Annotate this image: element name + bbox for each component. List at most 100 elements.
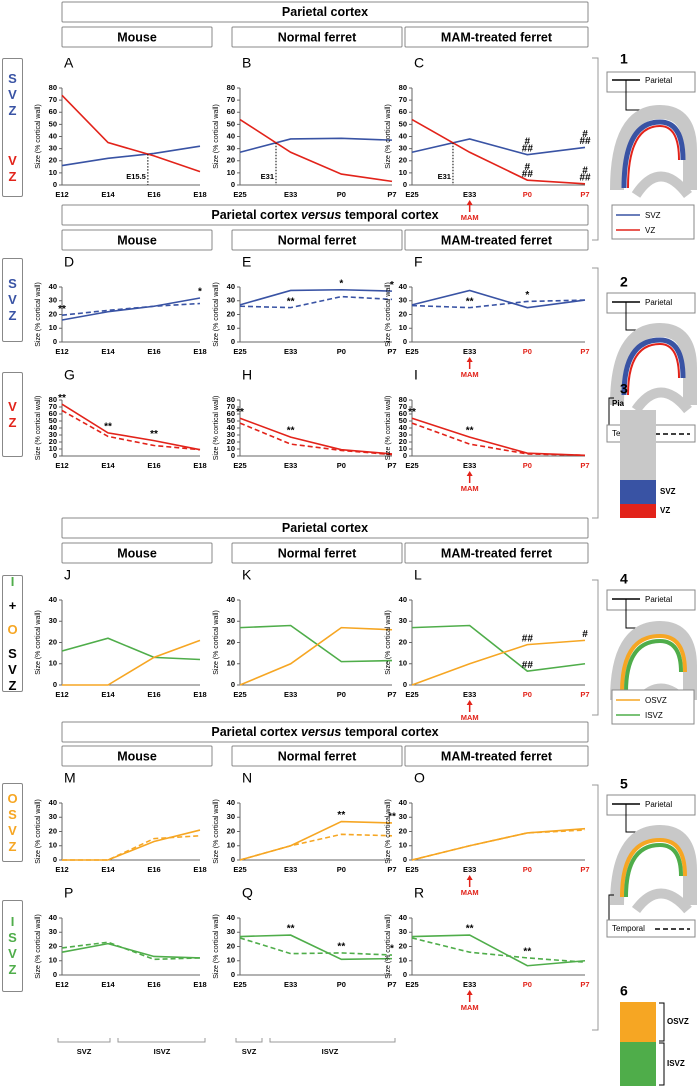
annotation: ## [522, 169, 534, 180]
x-tick-label: E16 [147, 190, 160, 199]
diagram-label: SVZ [660, 487, 676, 496]
side-label: SVZ [2, 258, 23, 342]
side-label-part: + [5, 597, 20, 614]
annotation: ## [522, 633, 534, 644]
y-tick-label: 50 [49, 416, 57, 425]
x-tick-label: E25 [405, 865, 418, 874]
series-line [411, 934, 586, 967]
y-tick-label: 20 [49, 437, 57, 446]
x-tick-label: E12 [55, 347, 68, 356]
series-line [411, 138, 586, 156]
bracket [57, 1038, 111, 1043]
x-tick-label: E25 [233, 980, 246, 989]
brain [610, 104, 697, 191]
y-tick-label: 10 [49, 168, 57, 177]
x-tick-label: E25 [233, 347, 246, 356]
diagram-1: 1 Parietal SVZ VZ [606, 51, 697, 240]
y-tick-label: 40 [399, 282, 407, 291]
series-line [239, 295, 393, 309]
x-tick-label: E16 [147, 980, 160, 989]
brain [631, 171, 692, 199]
panel-letter: A [64, 55, 74, 71]
annotation: E15.5 [126, 172, 146, 181]
x-tick-label: E33 [463, 347, 476, 356]
series-line [239, 934, 393, 961]
panel-letter: J [64, 567, 71, 583]
series-line [239, 417, 393, 455]
series-line [411, 829, 586, 861]
column-box [404, 229, 589, 251]
series-line [61, 297, 201, 321]
group-label: ISVZ [154, 1047, 171, 1056]
series-line [62, 829, 201, 861]
column-box [231, 745, 403, 767]
svz-layer [621, 337, 686, 396]
svz-layer [621, 119, 686, 189]
x-tick-label: E14 [101, 347, 115, 356]
column-title: Mouse [117, 233, 157, 247]
y-tick-label: 20 [399, 437, 407, 446]
x-tick-label: P0 [523, 690, 532, 699]
y-tick-label: 40 [227, 595, 235, 604]
column-title: MAM-treated ferret [441, 749, 553, 763]
y-tick-label: 40 [399, 595, 407, 604]
diagram-number: 3 [620, 381, 628, 397]
annotation: ## [579, 136, 591, 147]
brain [610, 824, 697, 906]
x-tick-label: E25 [405, 347, 418, 356]
section-title: Parietal cortex versus temporal cortex [211, 208, 438, 222]
diagram-number: 2 [620, 274, 628, 290]
panel-letter: D [64, 254, 74, 270]
x-tick-label: E33 [284, 865, 297, 874]
y-tick-label: 30 [227, 927, 235, 936]
series-line [61, 637, 201, 661]
y-axis-label: Size (% cortical wall) [213, 282, 220, 347]
y-axis-label: Size (% cortical wall) [385, 610, 392, 675]
y-tick-label: 40 [49, 913, 57, 922]
series-line [62, 639, 201, 686]
x-tick-label: E18 [193, 190, 206, 199]
diagram-label: ISVZ [667, 1059, 685, 1068]
y-tick-label: 30 [49, 430, 57, 439]
series-line [411, 639, 586, 686]
title-part: Parietal cortex [282, 521, 368, 535]
y-tick-label: 0 [403, 451, 407, 460]
x-tick-label: E18 [193, 980, 206, 989]
y-tick-label: 10 [227, 956, 235, 965]
title-part: temporal cortex [341, 208, 438, 222]
vz-layer [627, 342, 680, 396]
x-tick-label: E14 [101, 190, 115, 199]
layer [620, 1002, 656, 1042]
series-line [411, 289, 586, 309]
diagram-5: 5 Parietal Temporal [606, 776, 697, 938]
y-tick-label: 30 [399, 812, 407, 821]
side-label-part: O [5, 621, 20, 638]
x-tick-label: P0 [523, 190, 532, 199]
y-tick-label: 40 [227, 131, 235, 140]
series-line [411, 299, 586, 309]
side-label: OSVZ [2, 783, 23, 862]
annotation: * [198, 287, 202, 298]
y-tick-label: 40 [399, 423, 407, 432]
bracket [117, 1038, 206, 1043]
y-tick-label: 0 [403, 337, 407, 346]
diagram-number: 5 [620, 776, 628, 792]
column-box [404, 542, 589, 564]
y-tick-label: 50 [227, 416, 235, 425]
series-line [61, 145, 201, 167]
x-tick-label: E14 [101, 461, 115, 470]
column-title: Mouse [117, 546, 157, 560]
series-line [411, 937, 586, 963]
x-tick-label: E25 [405, 690, 418, 699]
x-tick-label: E16 [147, 690, 160, 699]
y-tick-label: 0 [231, 337, 235, 346]
y-tick-label: 30 [227, 144, 235, 153]
x-tick-label: P7 [580, 461, 589, 470]
panel-letter: C [414, 55, 424, 71]
diagram-number: 1 [620, 51, 628, 67]
x-tick-label: E14 [101, 865, 115, 874]
annotation: ** [287, 296, 295, 307]
y-tick-label: 20 [227, 309, 235, 318]
y-tick-label: 30 [399, 144, 407, 153]
